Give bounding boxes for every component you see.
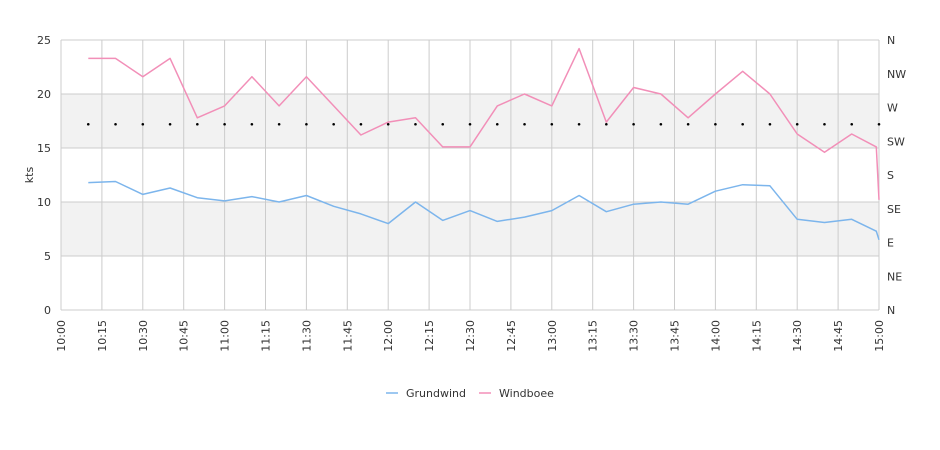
direction-marker xyxy=(550,122,554,126)
x-axis-ticks: 10:00 10:15 10:30 10:45 11:00 11:15 11:30 11:45… xyxy=(55,320,886,352)
direction-marker xyxy=(168,122,172,126)
y-tick-label: 25 xyxy=(37,34,51,47)
x-tick-label: 11:15 xyxy=(260,320,273,352)
x-tick-label: 13:30 xyxy=(628,320,641,352)
x-tick-label: 10:45 xyxy=(178,320,191,352)
x-tick-label: 14:15 xyxy=(750,320,763,352)
legend: Grundwind Windboee xyxy=(386,387,554,400)
direction-marker xyxy=(659,122,663,126)
series-line-grundwind xyxy=(88,180,880,241)
direction-marker xyxy=(141,122,145,126)
direction-marker xyxy=(441,122,445,126)
y-tick-label: 0 xyxy=(44,304,51,317)
direction-marker xyxy=(495,122,499,126)
direction-marker xyxy=(632,122,635,126)
right-axis-label: SW xyxy=(887,135,905,148)
y-axis-ticks: 0 5 10 15 20 25 xyxy=(37,34,51,317)
x-tick-label: 12:15 xyxy=(423,320,436,352)
x-tick-label: 13:00 xyxy=(546,320,559,352)
x-tick-label: 13:45 xyxy=(669,320,682,352)
right-axis-label: SE xyxy=(887,203,901,216)
legend-item-label[interactable]: Windboee xyxy=(499,387,554,400)
right-axis-label: NW xyxy=(887,68,906,81)
right-axis-label: S xyxy=(887,169,894,182)
right-axis-label: N xyxy=(887,34,895,47)
direction-marker xyxy=(686,122,690,126)
data-series xyxy=(88,47,880,241)
direction-marker xyxy=(86,122,90,126)
direction-marker xyxy=(114,122,117,126)
y-tick-label: 10 xyxy=(37,196,51,209)
x-tick-label: 14:45 xyxy=(832,320,845,352)
direction-marker xyxy=(277,122,281,126)
y-tick-label: 5 xyxy=(44,250,51,263)
direction-marker xyxy=(741,122,744,126)
direction-marker xyxy=(768,122,772,126)
x-tick-label: 14:30 xyxy=(791,320,804,352)
direction-marker xyxy=(250,122,254,126)
direction-marker xyxy=(795,122,799,126)
direction-marker xyxy=(605,122,608,126)
right-axis-direction-labels: N NW W SW S SE E NE N xyxy=(887,34,906,317)
legend-item-label[interactable]: Grundwind xyxy=(406,387,466,400)
x-tick-label: 11:30 xyxy=(300,320,313,352)
y-tick-label: 20 xyxy=(37,88,51,101)
direction-marker xyxy=(414,122,417,126)
series-line-windboee xyxy=(88,47,880,200)
direction-marker xyxy=(332,122,335,126)
direction-marker xyxy=(386,122,390,126)
x-tick-label: 11:00 xyxy=(219,320,232,352)
direction-marker xyxy=(359,122,363,126)
x-tick-label: 10:15 xyxy=(96,320,109,352)
y-tick-label: 15 xyxy=(37,142,51,155)
direction-marker xyxy=(850,122,854,126)
direction-marker xyxy=(714,122,717,126)
right-axis-label: N xyxy=(887,304,895,317)
direction-marker xyxy=(823,122,826,126)
right-axis-label: E xyxy=(887,237,894,250)
x-tick-label: 12:00 xyxy=(382,320,395,352)
x-tick-label: 12:30 xyxy=(464,320,477,352)
direction-marker xyxy=(468,122,472,126)
x-tick-label: 12:45 xyxy=(505,320,518,352)
x-tick-label: 13:15 xyxy=(587,320,600,352)
x-tick-label: 14:00 xyxy=(709,320,722,352)
direction-marker xyxy=(223,122,226,126)
direction-markers xyxy=(86,122,881,126)
right-axis-label: NE xyxy=(887,270,902,283)
direction-marker xyxy=(577,122,581,126)
direction-marker xyxy=(305,122,308,126)
y-axis-label: kts xyxy=(23,167,36,184)
direction-marker xyxy=(523,122,526,126)
x-tick-label: 10:00 xyxy=(55,320,68,352)
grid-lines xyxy=(60,39,880,311)
direction-marker xyxy=(877,122,881,126)
direction-marker xyxy=(196,122,199,126)
x-tick-label: 10:30 xyxy=(137,320,150,352)
right-axis-label: W xyxy=(887,102,898,115)
x-tick-label: 11:45 xyxy=(341,320,354,352)
x-tick-label: 15:00 xyxy=(873,320,886,352)
